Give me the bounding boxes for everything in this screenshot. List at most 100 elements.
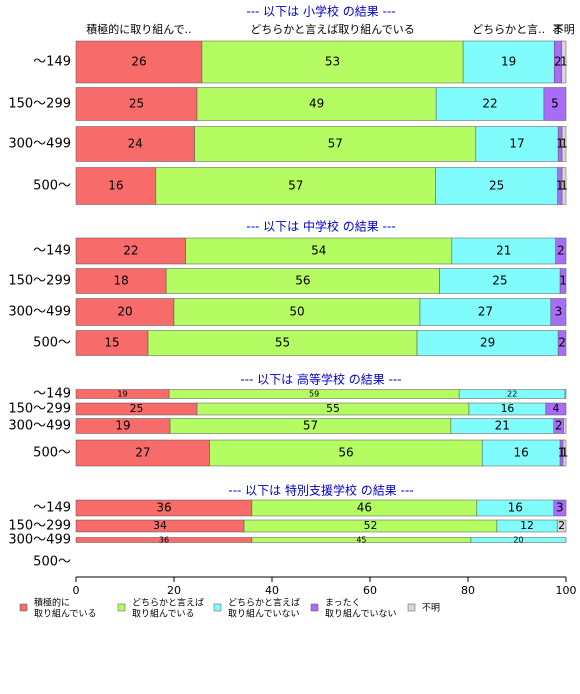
panel-title: --- 以下は 小学校 の結果 --- <box>246 4 395 19</box>
value-label: 50 <box>289 305 304 319</box>
legend-label: どちらかと言えば取り組んでいる <box>132 596 204 619</box>
bar-segment <box>481 439 561 467</box>
value-label: 1 <box>561 446 569 460</box>
bar-segment <box>564 389 567 399</box>
value-label: 52 <box>364 519 378 532</box>
bar-segment <box>173 298 421 326</box>
value-label: 20 <box>513 536 523 545</box>
x-tick-label: 100 <box>556 584 577 597</box>
value-label: 25 <box>492 274 507 288</box>
category-label: 150～299 <box>8 402 71 417</box>
category-label: 150～299 <box>8 274 71 289</box>
value-label: 49 <box>309 97 324 111</box>
value-label: 57 <box>303 419 318 433</box>
value-label: 34 <box>153 519 167 532</box>
bar-segment <box>545 402 567 416</box>
bar-segment <box>75 237 187 265</box>
bar-segment <box>75 268 167 294</box>
panel-title: --- 以下は 高等学校 の結果 --- <box>240 372 401 387</box>
bar-segment <box>439 268 561 294</box>
value-label: 25 <box>130 402 144 415</box>
bar-segment <box>416 330 559 356</box>
bar-segment <box>75 330 149 356</box>
segment-header: ま <box>552 23 563 36</box>
value-label: 19 <box>117 389 127 399</box>
value-label: 3 <box>555 305 563 319</box>
category-label: 300～499 <box>8 305 71 320</box>
bar-segment <box>75 167 157 205</box>
value-label: 22 <box>123 244 138 258</box>
value-label: 1 <box>556 179 564 193</box>
bar-segment <box>196 87 437 121</box>
value-label: 17 <box>509 137 524 151</box>
bar-segment <box>561 126 567 162</box>
bar-segment <box>201 40 464 84</box>
bar-segment <box>194 126 477 162</box>
legend-label: まったく取り組んでいない <box>325 597 397 619</box>
bar-segment <box>561 167 567 205</box>
value-label: 25 <box>489 179 504 193</box>
bar-segment <box>155 167 436 205</box>
bar-segment <box>462 40 555 84</box>
value-label: 22 <box>507 389 517 399</box>
value-label: 4 <box>553 402 560 415</box>
value-label: 12 <box>520 519 534 532</box>
legend-label: 積極的に取り組んでいる <box>34 596 97 619</box>
value-label: 16 <box>514 446 529 460</box>
panel-title: --- 以下は 特別支援学校 の結果 --- <box>228 483 413 498</box>
category-label: ～149 <box>33 501 71 516</box>
value-label: 56 <box>338 446 353 460</box>
value-label: 25 <box>129 97 144 111</box>
value-label: 21 <box>496 244 511 258</box>
category-label: 300～499 <box>8 533 71 548</box>
legend-swatch <box>310 603 319 612</box>
value-label: 55 <box>275 336 290 350</box>
value-label: 15 <box>104 336 119 350</box>
value-label: 26 <box>131 55 146 69</box>
segment-header: どちらかと言えば取り組んでいる <box>250 23 414 36</box>
value-label: 59 <box>309 389 319 399</box>
segment-header: 積極的に取り組んで.. <box>86 22 191 36</box>
value-label: 2 <box>557 244 565 258</box>
value-label: 46 <box>357 501 372 515</box>
value-label: 53 <box>325 55 340 69</box>
category-label: 300～499 <box>8 137 71 152</box>
category-label: ～149 <box>33 387 71 402</box>
x-tick-label: 60 <box>363 584 377 597</box>
value-label: 21 <box>495 419 510 433</box>
x-tick-label: 0 <box>73 584 80 597</box>
value-label: 54 <box>311 244 326 258</box>
segment-header: 不明 <box>553 23 575 36</box>
legend-label: どちらかと言えば取り組んでいない <box>228 596 300 619</box>
bar-segment <box>562 439 567 467</box>
value-label: 36 <box>156 501 171 515</box>
category-label: 500～ <box>33 446 71 461</box>
bar-segment <box>559 268 567 294</box>
x-tick-label: 20 <box>167 584 181 597</box>
value-label: 57 <box>288 179 303 193</box>
bar-segment <box>435 167 558 205</box>
x-tick-label: 40 <box>265 584 279 597</box>
value-label: 1 <box>560 179 568 193</box>
category-label: ～149 <box>33 244 71 259</box>
bar-segment <box>475 126 559 162</box>
bar-segment <box>75 40 203 84</box>
value-label: 2 <box>558 336 566 350</box>
value-label: 36 <box>159 536 169 545</box>
legend-swatch <box>213 603 222 612</box>
category-label: ～149 <box>33 55 71 70</box>
bar-segment <box>557 330 567 356</box>
bar-segment <box>451 237 556 265</box>
value-label: 55 <box>326 402 340 415</box>
legend-swatch <box>19 603 28 612</box>
bar-segment <box>419 298 552 326</box>
bar-segment <box>561 40 567 84</box>
value-label: 1 <box>558 446 566 460</box>
value-label: 45 <box>356 536 366 545</box>
value-label: 19 <box>501 55 516 69</box>
value-label: 16 <box>108 179 123 193</box>
legend-swatch <box>407 603 416 612</box>
value-label: 3 <box>556 501 564 515</box>
bar-segment <box>553 499 567 517</box>
